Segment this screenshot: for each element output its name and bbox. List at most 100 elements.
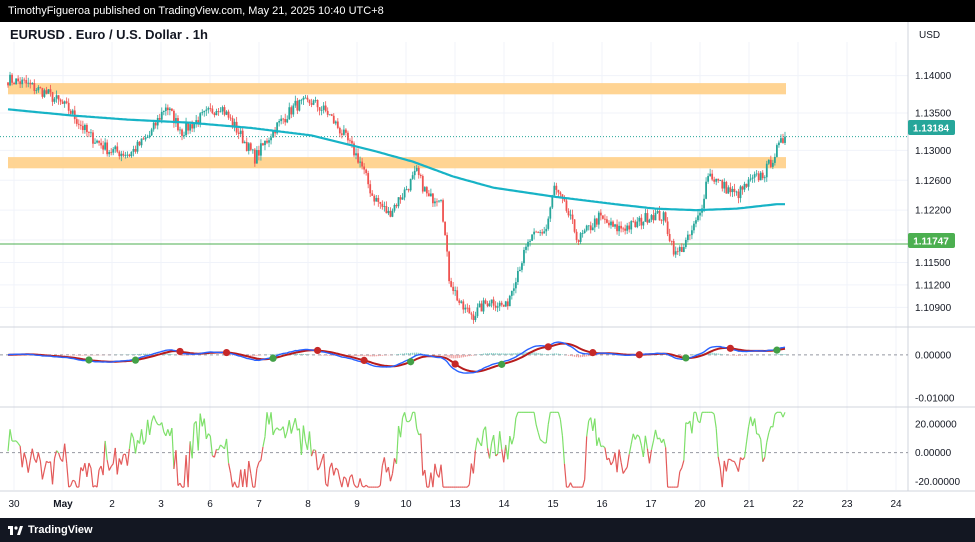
candle-body[interactable]	[527, 241, 529, 247]
candle-body[interactable]	[330, 114, 333, 116]
oscillator-pane[interactable]	[0, 411, 908, 488]
candle-body[interactable]	[462, 301, 465, 310]
candle-body[interactable]	[193, 123, 196, 129]
candle-body[interactable]	[71, 110, 74, 114]
candle-body[interactable]	[61, 101, 64, 104]
candle-body[interactable]	[735, 191, 738, 193]
candle-body[interactable]	[231, 118, 234, 127]
candle-body[interactable]	[272, 130, 274, 138]
candle-body[interactable]	[486, 303, 489, 307]
candle-body[interactable]	[134, 149, 137, 152]
macd-cross-dot[interactable]	[313, 346, 322, 355]
candle-body[interactable]	[458, 300, 461, 303]
candle-body[interactable]	[338, 127, 341, 134]
candle-body[interactable]	[569, 214, 572, 216]
candle-body[interactable]	[415, 167, 418, 171]
candle-body[interactable]	[112, 149, 115, 153]
macd-cross-dot[interactable]	[589, 349, 597, 357]
candle-body[interactable]	[385, 206, 388, 214]
candle-body[interactable]	[713, 179, 716, 182]
candle-body[interactable]	[332, 115, 335, 124]
candle-body[interactable]	[780, 138, 782, 143]
candle-body[interactable]	[357, 153, 359, 163]
candle-body[interactable]	[258, 150, 260, 156]
candle-body[interactable]	[660, 220, 663, 222]
candle-body[interactable]	[278, 121, 281, 123]
candle-body[interactable]	[496, 306, 499, 308]
candle-body[interactable]	[723, 181, 726, 189]
candle-body[interactable]	[599, 212, 602, 216]
candle-body[interactable]	[460, 301, 463, 303]
candle-body[interactable]	[537, 232, 540, 234]
candle-body[interactable]	[510, 290, 513, 296]
candle-body[interactable]	[688, 234, 691, 236]
macd-cross-dot[interactable]	[451, 360, 459, 368]
candle-body[interactable]	[158, 117, 161, 120]
candle-body[interactable]	[243, 141, 246, 144]
candle-body[interactable]	[470, 313, 473, 315]
candle-body[interactable]	[308, 99, 311, 104]
candle-body[interactable]	[403, 189, 406, 198]
candle-body[interactable]	[500, 302, 503, 305]
candle-body[interactable]	[316, 100, 319, 108]
candle-body[interactable]	[551, 195, 554, 208]
candle-body[interactable]	[745, 183, 748, 187]
candle-body[interactable]	[567, 210, 570, 216]
candle-body[interactable]	[369, 184, 372, 194]
candle-body[interactable]	[35, 90, 38, 92]
candle-body[interactable]	[508, 295, 511, 307]
candle-body[interactable]	[170, 108, 173, 111]
candle-body[interactable]	[767, 159, 770, 164]
candle-body[interactable]	[183, 135, 185, 137]
candle-body[interactable]	[233, 121, 236, 127]
candle-body[interactable]	[276, 122, 279, 134]
candle-body[interactable]	[270, 137, 272, 141]
candle-body[interactable]	[595, 218, 598, 225]
candle-body[interactable]	[784, 136, 786, 143]
candle-body[interactable]	[264, 140, 266, 146]
candle-body[interactable]	[755, 173, 758, 175]
candle-body[interactable]	[747, 179, 750, 187]
candle-body[interactable]	[45, 90, 48, 94]
candle-body[interactable]	[347, 132, 349, 141]
candle-body[interactable]	[749, 178, 752, 180]
macd-cross-dot[interactable]	[360, 356, 368, 365]
candle-body[interactable]	[668, 233, 671, 241]
candle-body[interactable]	[59, 99, 62, 102]
macd-cross-dot[interactable]	[131, 356, 140, 364]
candle-body[interactable]	[227, 111, 230, 118]
candle-body[interactable]	[642, 221, 645, 226]
candle-body[interactable]	[656, 211, 659, 213]
macd-cross-dot[interactable]	[222, 348, 231, 357]
candle-body[interactable]	[79, 124, 82, 126]
candle-body[interactable]	[666, 221, 669, 234]
candle-body[interactable]	[686, 234, 689, 240]
candle-body[interactable]	[456, 290, 459, 301]
candle-body[interactable]	[438, 200, 440, 202]
candle-body[interactable]	[432, 193, 434, 204]
candle-body[interactable]	[83, 124, 86, 131]
candle-body[interactable]	[561, 194, 564, 199]
candle-body[interactable]	[478, 303, 481, 308]
candle-body[interactable]	[69, 110, 72, 114]
candle-body[interactable]	[434, 201, 436, 204]
candle-body[interactable]	[154, 122, 157, 126]
candle-body[interactable]	[27, 82, 30, 84]
macd-cross-dot[interactable]	[269, 354, 277, 362]
candle-body[interactable]	[624, 228, 627, 231]
candle-body[interactable]	[314, 100, 317, 101]
candle-body[interactable]	[132, 149, 135, 152]
candle-body[interactable]	[492, 299, 495, 306]
candle-body[interactable]	[353, 143, 355, 156]
candle-body[interactable]	[55, 95, 58, 99]
candle-body[interactable]	[421, 176, 424, 192]
candle-body[interactable]	[381, 203, 384, 207]
candle-body[interactable]	[626, 225, 629, 231]
candle-body[interactable]	[383, 206, 386, 207]
candle-body[interactable]	[19, 81, 22, 85]
candle-body[interactable]	[207, 108, 210, 110]
candle-body[interactable]	[610, 221, 612, 226]
candle-body[interactable]	[223, 107, 226, 115]
candle-body[interactable]	[604, 218, 606, 220]
candle-body[interactable]	[340, 133, 343, 135]
